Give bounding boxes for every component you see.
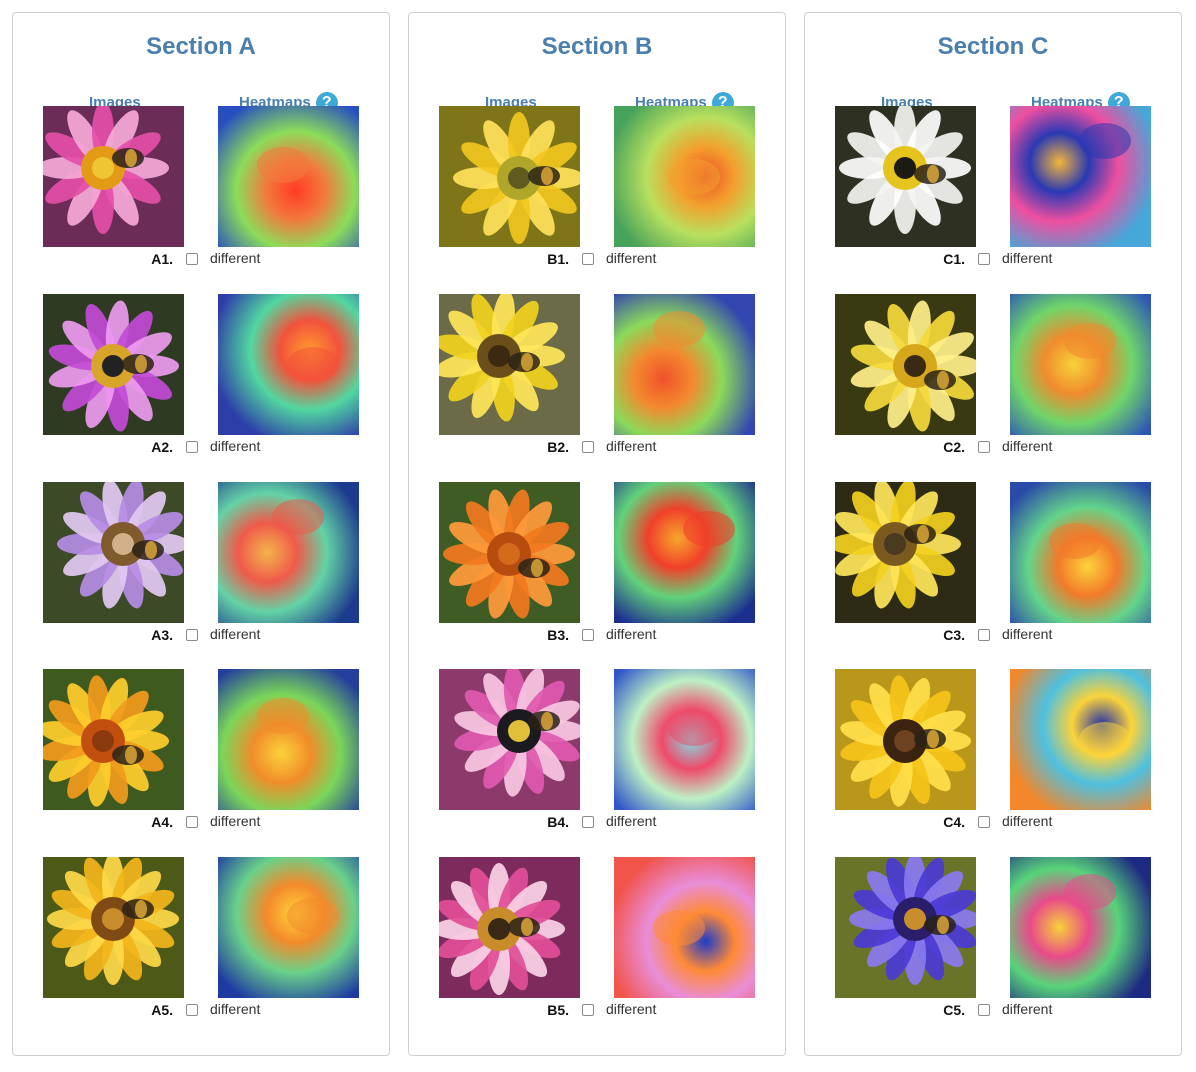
flower-image: [439, 294, 580, 435]
flower-image: [439, 106, 580, 247]
image-row: B5. different: [409, 857, 785, 1029]
different-checkbox-label[interactable]: different: [1002, 250, 1053, 266]
heatmap-image: [1010, 669, 1151, 810]
flower-image: [835, 482, 976, 623]
flower-image: [43, 857, 184, 998]
different-checkbox-label[interactable]: different: [1002, 438, 1053, 454]
flower-image: [835, 669, 976, 810]
different-checkbox[interactable]: [582, 629, 594, 641]
row-label: A4.: [151, 814, 173, 830]
different-checkbox-label[interactable]: different: [210, 250, 261, 266]
flower-image: [43, 669, 184, 810]
image-row: A5. different: [13, 857, 389, 1029]
different-checkbox-label[interactable]: different: [606, 250, 657, 266]
different-checkbox[interactable]: [978, 253, 990, 265]
row-label: A2.: [151, 439, 173, 455]
heatmap-image: [1010, 294, 1151, 435]
image-row: C2. different: [805, 294, 1181, 466]
row-label: B5.: [547, 1002, 569, 1018]
different-checkbox-label[interactable]: different: [1002, 626, 1053, 642]
different-checkbox[interactable]: [582, 253, 594, 265]
row-label: B3.: [547, 627, 569, 643]
section-panel-2: Section B Images Heatmaps? B1. different B2. d…: [408, 12, 786, 1056]
heatmap-image: [218, 294, 359, 435]
section-title: Section A: [146, 33, 256, 60]
different-checkbox[interactable]: [978, 629, 990, 641]
different-checkbox[interactable]: [186, 1004, 198, 1016]
heatmap-image: [614, 106, 755, 247]
heatmap-image: [218, 857, 359, 998]
different-checkbox-label[interactable]: different: [606, 1001, 657, 1017]
heatmap-image: [218, 482, 359, 623]
section-panel-1: Section A Images Heatmaps? A1. different A2. d…: [12, 12, 390, 1056]
different-checkbox-label[interactable]: different: [210, 813, 261, 829]
image-row: A3. different: [13, 482, 389, 654]
different-checkbox[interactable]: [978, 1004, 990, 1016]
different-checkbox-label[interactable]: different: [1002, 1001, 1053, 1017]
image-row: B4. different: [409, 669, 785, 841]
different-checkbox[interactable]: [582, 1004, 594, 1016]
image-row: B2. different: [409, 294, 785, 466]
flower-image: [43, 294, 184, 435]
different-checkbox-label[interactable]: different: [210, 626, 261, 642]
different-checkbox-label[interactable]: different: [210, 1001, 261, 1017]
row-label: C2.: [943, 439, 965, 455]
flower-image: [43, 482, 184, 623]
row-label: A5.: [151, 1002, 173, 1018]
row-label: B2.: [547, 439, 569, 455]
section-panel-3: Section C Images Heatmaps? C1. different C2. d…: [804, 12, 1182, 1056]
heatmap-image: [614, 482, 755, 623]
image-row: A2. different: [13, 294, 389, 466]
different-checkbox[interactable]: [186, 816, 198, 828]
flower-image: [835, 294, 976, 435]
row-label: C3.: [943, 627, 965, 643]
different-checkbox-label[interactable]: different: [210, 438, 261, 454]
heatmap-image: [1010, 857, 1151, 998]
different-checkbox[interactable]: [978, 441, 990, 453]
different-checkbox-label[interactable]: different: [1002, 813, 1053, 829]
different-checkbox[interactable]: [186, 629, 198, 641]
flower-image: [439, 482, 580, 623]
heatmap-image: [614, 669, 755, 810]
flower-image: [43, 106, 184, 247]
image-row: B1. different: [409, 106, 785, 278]
image-row: C4. different: [805, 669, 1181, 841]
different-checkbox[interactable]: [978, 816, 990, 828]
row-label: A3.: [151, 627, 173, 643]
row-label: B4.: [547, 814, 569, 830]
image-row: C3. different: [805, 482, 1181, 654]
row-label: C1.: [943, 251, 965, 267]
different-checkbox-label[interactable]: different: [606, 626, 657, 642]
image-row: C1. different: [805, 106, 1181, 278]
different-checkbox-label[interactable]: different: [606, 813, 657, 829]
section-title: Section C: [937, 33, 1049, 60]
image-row: A4. different: [13, 669, 389, 841]
image-row: C5. different: [805, 857, 1181, 1029]
heatmap-image: [1010, 482, 1151, 623]
flower-image: [439, 669, 580, 810]
heatmap-image: [614, 294, 755, 435]
different-checkbox[interactable]: [186, 441, 198, 453]
heatmap-image: [218, 669, 359, 810]
flower-image: [835, 857, 976, 998]
different-checkbox-label[interactable]: different: [606, 438, 657, 454]
flower-image: [835, 106, 976, 247]
heatmap-image: [218, 106, 359, 247]
flower-image: [439, 857, 580, 998]
row-label: C4.: [943, 814, 965, 830]
heatmap-image: [614, 857, 755, 998]
section-title: Section B: [541, 33, 653, 60]
different-checkbox[interactable]: [186, 253, 198, 265]
row-label: A1.: [151, 251, 173, 267]
row-label: C5.: [943, 1002, 965, 1018]
heatmap-image: [1010, 106, 1151, 247]
image-row: A1. different: [13, 106, 389, 278]
image-row: B3. different: [409, 482, 785, 654]
different-checkbox[interactable]: [582, 441, 594, 453]
row-label: B1.: [547, 251, 569, 267]
different-checkbox[interactable]: [582, 816, 594, 828]
